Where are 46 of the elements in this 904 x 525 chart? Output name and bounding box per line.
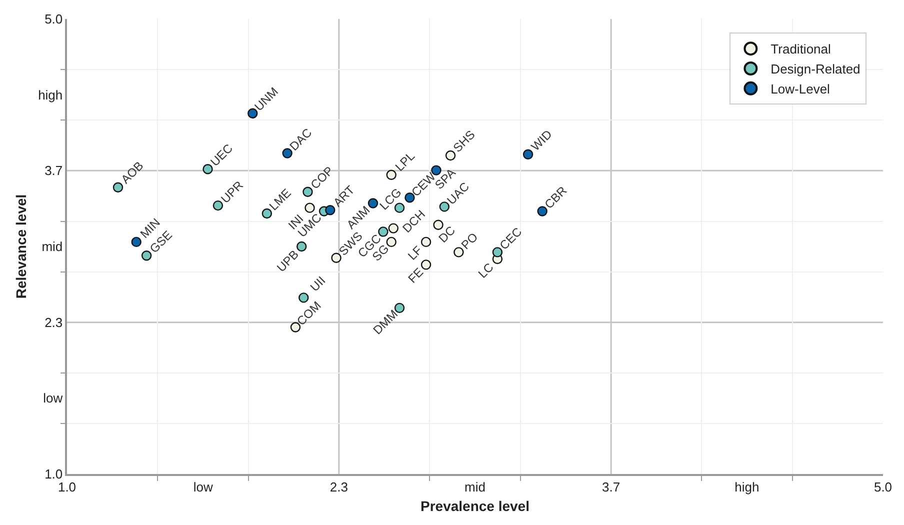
point [522,149,534,160]
x-tick-label: mid [464,479,486,494]
x-tick-label: 3.7 [602,479,620,494]
legend-label: Design-Related [770,62,860,77]
annotation: LPL [392,148,418,174]
y-axis-title: Relevance level [13,194,30,299]
x-tick-label: 2.3 [330,479,348,494]
point [112,182,124,192]
point [202,164,213,174]
point [439,202,450,212]
point [302,186,313,197]
point [141,250,152,261]
y-tick-label: low [43,390,64,406]
point [445,150,456,161]
point [386,170,396,180]
point [537,206,548,216]
legend-label: Traditional [770,42,832,57]
annotation: LC [476,260,496,281]
x-axis-title: Prevalence level [420,498,530,514]
y-tick-label: high [38,87,63,102]
point [492,247,503,258]
annotation: LF [405,243,425,263]
x-tick-label: high [734,479,760,494]
point [131,236,142,248]
annotation: FE [405,265,426,286]
legend-label: Low-Level [770,81,830,96]
point [331,252,342,263]
point [296,241,307,252]
annotation: UII [308,274,328,294]
y-tick-label: 1.0 [44,466,63,482]
point [388,223,398,234]
x-tick-label: 5.0 [874,479,892,494]
annotation: WID [528,126,555,154]
point [386,236,396,248]
x-tick-label: 1.0 [58,479,76,494]
y-tick-label: 2.3 [44,314,63,330]
annotation: DC [436,223,458,246]
point [420,236,432,248]
annotation: PO [458,230,481,252]
y-tick-label: 3.7 [44,163,63,178]
y-tick-label: mid [42,239,63,254]
point [325,205,336,216]
x-tick-label: low [193,479,214,494]
point [248,108,258,119]
y-tick-label: 5.0 [44,12,63,27]
point [304,202,315,213]
